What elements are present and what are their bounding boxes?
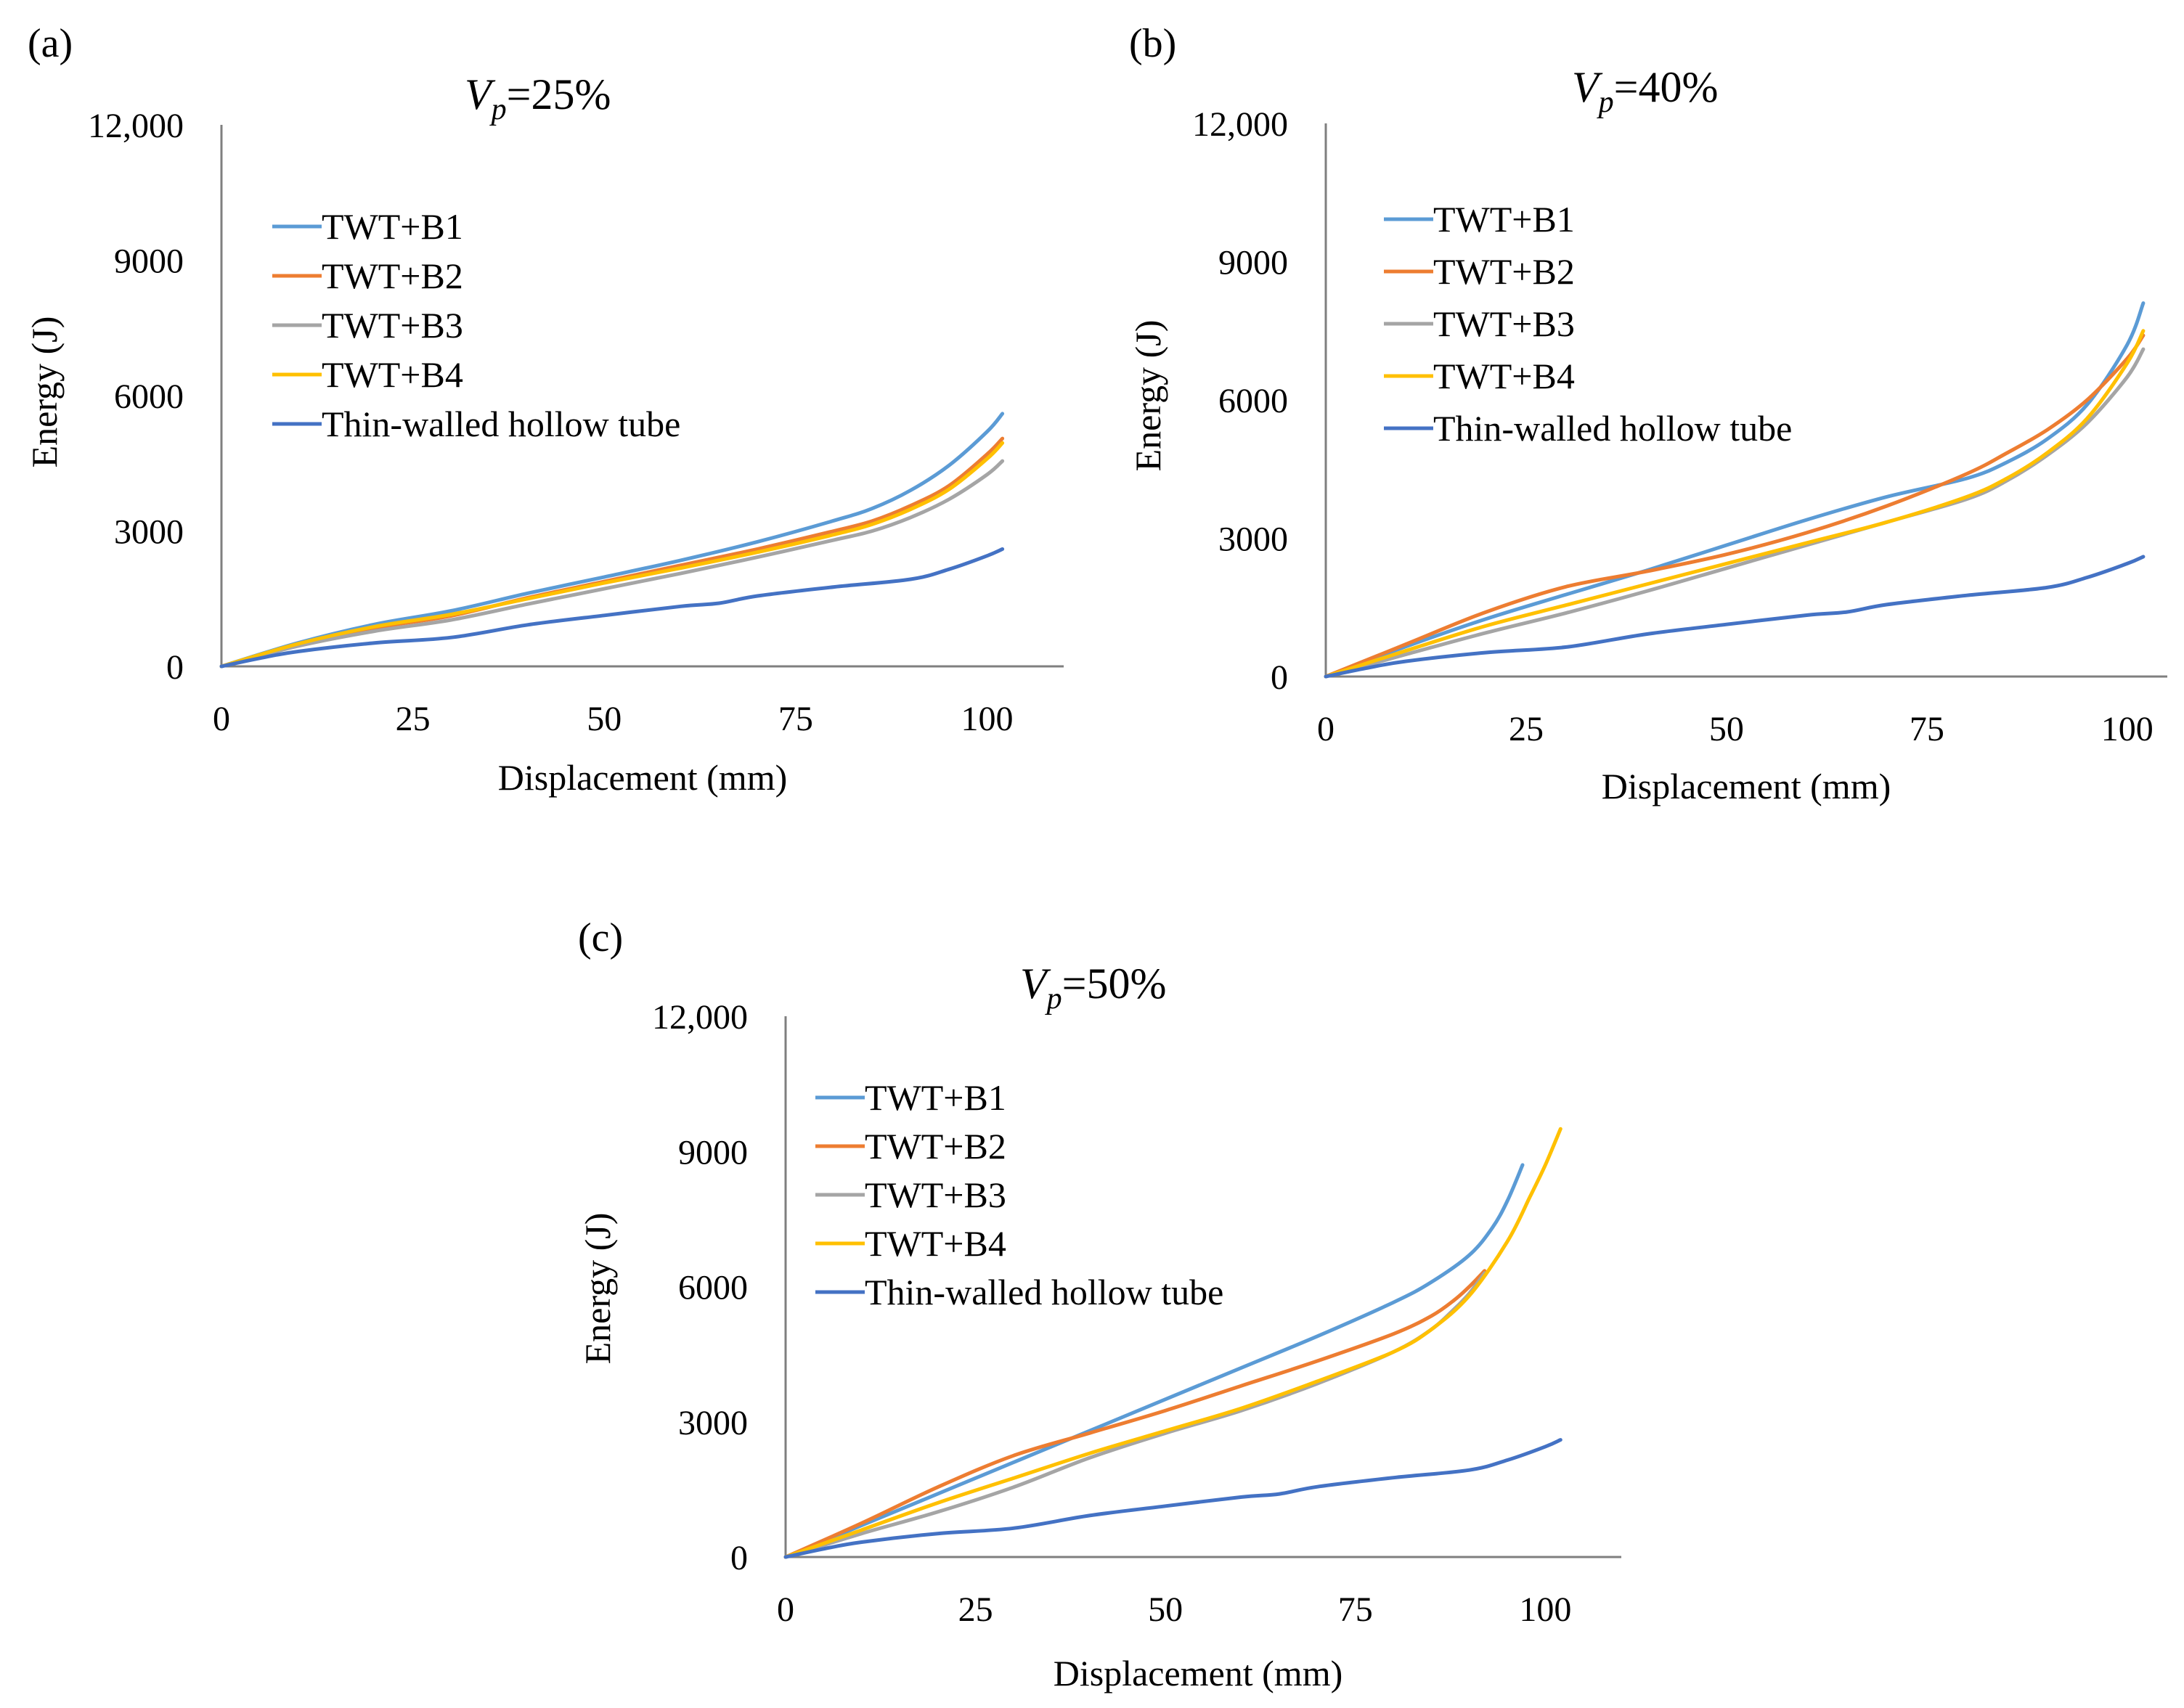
y-tick-label: 12,000 [1192,105,1288,144]
x-tick-labels: 0 25 50 75 100 [777,1590,1571,1629]
y-tick-label: 9000 [1218,244,1288,282]
y-tick-label: 0 [730,1539,748,1577]
x-axis-label: Displacement (mm) [1602,766,1891,806]
series-line [1324,301,2146,679]
legend: TWT+B1 TWT+B2 TWT+B3 TWT+B4 Thin-walled holl… [1384,199,1792,449]
x-tick-label: 100 [2101,710,2154,748]
legend-entry: TWT+B3 [865,1174,1006,1215]
panel-c: (c) Vp=50% Energy (J) Displacement (mm) … [577,915,1621,1693]
series-lines [219,412,1005,669]
legend-entry: TWT+B3 [1433,303,1575,344]
y-tick-labels: 0 3000 6000 9000 12,000 [88,107,184,687]
legend-entry: TWT+B1 [865,1077,1006,1118]
chart-title-var: V [1572,63,1603,111]
series-line [783,1127,1562,1559]
series-line [783,1269,1487,1559]
series-line [219,547,1005,669]
panel-label: (b) [1129,21,1176,66]
series-lines [783,1127,1562,1559]
y-tick-label: 6000 [1218,382,1288,420]
legend-entry: TWT+B4 [322,354,463,395]
x-tick-label: 100 [961,700,1014,738]
x-tick-label: 25 [396,700,431,738]
y-tick-label: 12,000 [652,998,748,1037]
chart-title-rest: =40% [1614,63,1719,111]
legend-entry: TWT+B1 [1433,199,1575,240]
x-tick-label: 25 [958,1590,993,1629]
legend-entry: TWT+B4 [865,1223,1006,1264]
chart-title: Vp=50% [1020,960,1166,1016]
y-tick-label: 3000 [114,513,184,552]
legend-entry: Thin-walled hollow tube [322,404,680,444]
series-line [219,459,1005,669]
series-line [219,441,1005,669]
x-tick-label: 0 [777,1590,794,1629]
y-axis-label: Energy (J) [1128,320,1168,472]
series-line [783,1163,1525,1559]
chart-title-var: V [465,70,496,118]
chart-title-var: V [1020,960,1051,1008]
x-tick-label: 50 [1148,1590,1183,1629]
x-tick-labels: 0 25 50 75 100 [1317,710,2154,748]
legend: TWT+B1 TWT+B2 TWT+B3 TWT+B4 Thin-walled holl… [272,206,680,444]
x-tick-label: 75 [1338,1590,1373,1629]
x-tick-labels: 0 25 50 75 100 [213,700,1014,738]
panel-label: (c) [578,915,623,960]
x-axis-label: Displacement (mm) [1054,1653,1343,1693]
y-tick-label: 12,000 [88,107,184,145]
x-tick-label: 100 [1519,1590,1571,1629]
panel-label: (a) [28,21,73,66]
series-line [1324,333,2146,679]
chart-title-sub: p [1597,86,1614,119]
y-tick-label: 0 [166,648,184,687]
y-tick-label: 6000 [114,377,184,416]
chart-title-sub: p [489,93,507,126]
legend-entry: TWT+B2 [865,1126,1006,1166]
series-line [783,1438,1562,1559]
legend-entry: Thin-walled hollow tube [1433,408,1792,449]
y-tick-labels: 0 3000 6000 9000 12,000 [652,998,748,1577]
y-tick-labels: 0 3000 6000 9000 12,000 [1192,105,1288,697]
chart-title-rest: =50% [1062,960,1167,1008]
y-axis-label: Energy (J) [577,1213,618,1365]
x-tick-label: 0 [213,700,230,738]
legend-entry: TWT+B1 [322,206,463,247]
chart-title-rest: =25% [507,70,611,118]
legend-entry: TWT+B2 [1433,251,1575,292]
y-tick-label: 9000 [678,1133,748,1172]
series-line [1324,347,2146,679]
series-lines [1324,301,2146,679]
series-line [1324,329,2146,679]
legend: TWT+B1 TWT+B2 TWT+B3 TWT+B4 Thin-walled holl… [815,1077,1223,1312]
y-tick-label: 9000 [114,242,184,281]
legend-entry: TWT+B3 [322,305,463,346]
legend-entry: TWT+B4 [1433,356,1575,396]
y-tick-label: 3000 [678,1404,748,1442]
legend-entry: TWT+B2 [322,256,463,296]
panel-a: (a) Vp=25% Energy (J) Displacement (mm) … [24,21,1064,798]
x-tick-label: 0 [1317,710,1335,748]
x-axis-label: Displacement (mm) [498,757,788,798]
y-axis-label: Energy (J) [24,316,65,468]
panel-b: (b) Vp=40% Energy (J) Displacement (mm) … [1128,21,2167,806]
x-tick-label: 75 [1910,710,1944,748]
x-tick-label: 50 [1709,710,1744,748]
y-tick-label: 3000 [1218,520,1288,559]
chart-title: Vp=40% [1572,63,1718,119]
x-tick-label: 25 [1509,710,1544,748]
series-line [219,412,1005,669]
y-tick-label: 0 [1271,658,1288,697]
series-line [1324,555,2146,679]
chart-title-sub: p [1045,982,1062,1016]
legend-entry: Thin-walled hollow tube [865,1272,1223,1312]
chart-title: Vp=25% [465,70,611,126]
x-tick-label: 50 [587,700,622,738]
x-tick-label: 75 [778,700,813,738]
y-tick-label: 6000 [678,1269,748,1307]
